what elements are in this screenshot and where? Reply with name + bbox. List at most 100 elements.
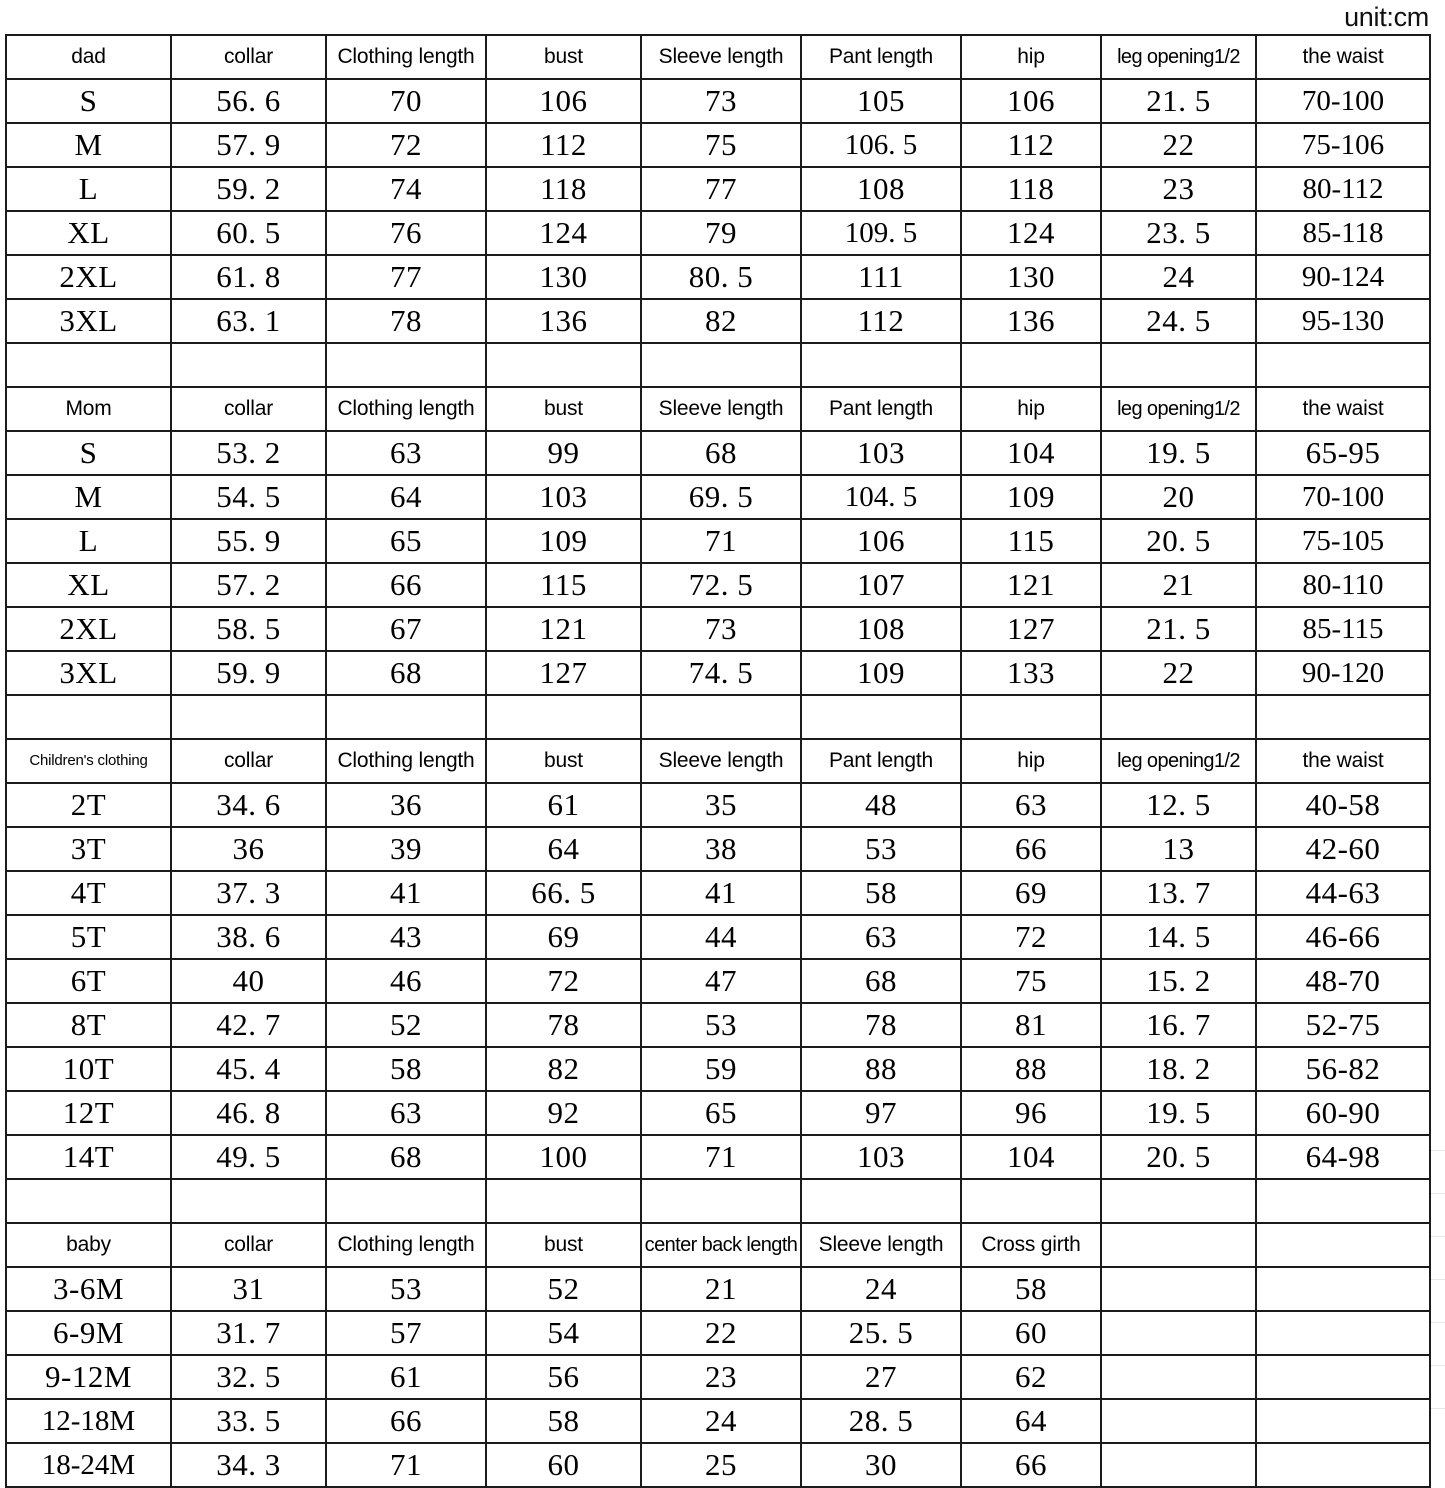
table-row: 3XL 59. 9 68 127 74. 5 109 133 22 90-120	[5, 650, 1431, 696]
measurement-cell: 60	[960, 1310, 1102, 1356]
column-header: collar	[170, 386, 327, 432]
measurement-cell: 57	[325, 1310, 487, 1356]
measurement-cell: 66. 5	[485, 870, 642, 916]
measurement-cell: 64	[485, 826, 642, 872]
measurement-cell: 53	[325, 1266, 487, 1312]
spacer-cell	[960, 342, 1102, 388]
empty-cell	[1255, 1442, 1431, 1488]
measurement-cell: 42-60	[1255, 826, 1431, 872]
column-header: Pant length	[800, 738, 962, 784]
size-label-cell: 2XL	[5, 254, 172, 300]
measurement-cell: 103	[800, 1134, 962, 1180]
spacer-cell	[325, 1178, 487, 1224]
measurement-cell: 56-82	[1255, 1046, 1431, 1092]
measurement-cell: 85-115	[1255, 606, 1431, 652]
table-row: M 54. 5 64 103 69. 5 104. 5 109 20 70-100	[5, 474, 1431, 520]
measurement-cell: 23	[1100, 166, 1257, 212]
measurement-cell: 59. 2	[170, 166, 327, 212]
measurement-cell: 103	[800, 430, 962, 476]
measurement-cell: 23	[640, 1354, 802, 1400]
measurement-cell: 136	[485, 298, 642, 344]
measurement-cell: 72	[325, 122, 487, 168]
measurement-cell: 53	[640, 1002, 802, 1048]
measurement-cell: 121	[960, 562, 1102, 608]
measurement-cell: 63	[960, 782, 1102, 828]
spacer-cell	[1100, 694, 1257, 740]
measurement-cell: 127	[485, 650, 642, 696]
measurement-cell: 21	[1100, 562, 1257, 608]
spacer-cell	[640, 342, 802, 388]
column-header: bust	[485, 1222, 642, 1268]
size-label-cell: S	[5, 78, 172, 124]
size-label-cell: 8T	[5, 1002, 172, 1048]
column-header: dad	[5, 34, 172, 80]
measurement-cell: 106	[485, 78, 642, 124]
measurement-cell: 68	[640, 430, 802, 476]
measurement-cell: 24. 5	[1100, 298, 1257, 344]
measurement-cell: 97	[800, 1090, 962, 1136]
measurement-cell: 80-110	[1255, 562, 1431, 608]
measurement-cell: 24	[800, 1266, 962, 1312]
size-label-cell: 3XL	[5, 650, 172, 696]
measurement-cell: 124	[485, 210, 642, 256]
measurement-cell: 44-63	[1255, 870, 1431, 916]
table-row: 3T 36 39 64 38 53 66 13 42-60	[5, 826, 1431, 872]
measurement-cell: 66	[325, 562, 487, 608]
measurement-cell: 20. 5	[1100, 518, 1257, 564]
spacer-cell	[485, 694, 642, 740]
spacer-cell	[640, 1178, 802, 1224]
measurement-cell: 104	[960, 1134, 1102, 1180]
measurement-cell: 36	[325, 782, 487, 828]
table-row: 10T 45. 4 58 82 59 88 88 18. 2 56-82	[5, 1046, 1431, 1092]
size-label-cell: 5T	[5, 914, 172, 960]
measurement-cell: 24	[640, 1398, 802, 1444]
measurement-cell: 99	[485, 430, 642, 476]
column-header: the waist	[1255, 386, 1431, 432]
measurement-cell: 60. 5	[170, 210, 327, 256]
column-header: hip	[960, 34, 1102, 80]
column-header: Clothing length	[325, 34, 487, 80]
empty-cell	[1100, 1266, 1257, 1312]
measurement-cell: 64	[960, 1398, 1102, 1444]
table-row: 3-6M 31 53 52 21 24 58	[5, 1266, 1431, 1312]
measurement-cell: 60	[485, 1442, 642, 1488]
measurement-cell: 82	[485, 1046, 642, 1092]
size-label-cell: 2XL	[5, 606, 172, 652]
measurement-cell: 81	[960, 1002, 1102, 1048]
column-header: Cross girth	[960, 1222, 1102, 1268]
measurement-cell: 41	[640, 870, 802, 916]
measurement-cell: 59. 9	[170, 650, 327, 696]
spacer-cell	[170, 1178, 327, 1224]
measurement-cell: 27	[800, 1354, 962, 1400]
measurement-cell: 25. 5	[800, 1310, 962, 1356]
measurement-cell: 106	[960, 78, 1102, 124]
measurement-cell: 80. 5	[640, 254, 802, 300]
column-header: baby	[5, 1222, 172, 1268]
empty-cell	[1255, 1354, 1431, 1400]
column-header: the waist	[1255, 738, 1431, 784]
table-row: 2XL 58. 5 67 121 73 108 127 21. 5 85-115	[5, 606, 1431, 652]
measurement-cell: 22	[640, 1310, 802, 1356]
measurement-cell: 72	[960, 914, 1102, 960]
section-spacer-row	[5, 1178, 1431, 1224]
table-row: 4T 37. 3 41 66. 5 41 58 69 13. 7 44-63	[5, 870, 1431, 916]
measurement-cell: 108	[800, 606, 962, 652]
spacer-cell	[170, 342, 327, 388]
measurement-cell: 70	[325, 78, 487, 124]
measurement-cell: 112	[800, 298, 962, 344]
measurement-cell: 40-58	[1255, 782, 1431, 828]
section-spacer-row	[5, 694, 1431, 740]
measurement-cell: 20. 5	[1100, 1134, 1257, 1180]
measurement-cell: 23. 5	[1100, 210, 1257, 256]
measurement-cell: 70-100	[1255, 78, 1431, 124]
measurement-cell: 65	[640, 1090, 802, 1136]
table-row: 8T 42. 7 52 78 53 78 81 16. 7 52-75	[5, 1002, 1431, 1048]
measurement-cell: 62	[960, 1354, 1102, 1400]
column-header: hip	[960, 738, 1102, 784]
empty-cell	[1100, 1310, 1257, 1356]
measurement-cell: 61. 8	[170, 254, 327, 300]
measurement-cell: 72. 5	[640, 562, 802, 608]
table-row: 2T 34. 6 36 61 35 48 63 12. 5 40-58	[5, 782, 1431, 828]
column-header: Sleeve length	[640, 386, 802, 432]
measurement-cell: 63	[325, 1090, 487, 1136]
